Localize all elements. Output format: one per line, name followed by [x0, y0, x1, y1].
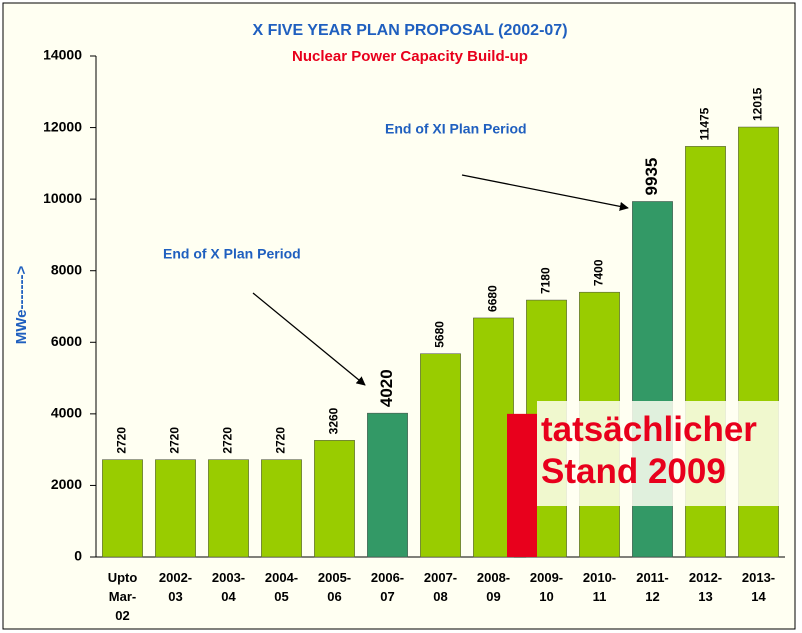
bar: [261, 459, 302, 558]
y-tick-label: 2000: [51, 476, 82, 492]
bar: [208, 459, 249, 558]
x-tick-label: 2010-11: [583, 570, 616, 604]
x-tick-label: 2006-07: [371, 570, 404, 604]
value-label: 2720: [168, 427, 182, 454]
value-label: 12015: [751, 87, 765, 121]
bar: [473, 317, 514, 558]
actual-label-box: [537, 401, 785, 506]
arrow: [252, 292, 366, 386]
value-label: 2720: [221, 427, 235, 454]
x-tick-label: 2011-12: [636, 570, 669, 604]
x-tick-label: 2004-05: [265, 570, 298, 604]
value-label: 6680: [486, 285, 500, 312]
actual-label: tatsächlicher Stand 2009: [541, 410, 757, 491]
value-label: 11475: [698, 107, 712, 140]
value-label: 5680: [433, 321, 447, 348]
annotation: End of XI Plan Period: [385, 121, 527, 137]
y-tick-label: 10000: [43, 190, 82, 206]
x-tick-label: 2007-08: [424, 570, 457, 604]
bar: [367, 412, 408, 558]
chart-subtitle: Nuclear Power Capacity Build-up: [292, 48, 528, 65]
value-label: 2720: [115, 427, 129, 454]
annotation: End of X Plan Period: [163, 246, 301, 262]
x-tick-label: 2013-14: [742, 570, 775, 604]
y-tick-label: 14000: [43, 47, 82, 63]
y-tick-label: 6000: [51, 333, 82, 349]
value-label: 9935: [642, 158, 661, 196]
value-label: 4020: [377, 369, 396, 407]
x-tick-label: 2002-03: [159, 570, 192, 604]
x-tick-label: 2005-06: [318, 570, 351, 604]
y-tick-label: 4000: [51, 405, 82, 421]
value-label: 2720: [274, 427, 288, 454]
actual-bar: [507, 413, 537, 557]
x-tick-label: 2003-04: [212, 570, 245, 604]
x-tick-label: 2008-09: [477, 570, 510, 604]
x-tick-label: 2012-13: [689, 570, 722, 604]
y-axis-label: MWe------->: [13, 266, 30, 345]
y-tick-label: 0: [74, 548, 82, 564]
value-label: 7400: [592, 259, 606, 286]
value-label: 3260: [327, 407, 341, 434]
bar: [102, 459, 143, 558]
arrow: [461, 174, 629, 211]
chart-title: X FIVE YEAR PLAN PROPOSAL (2002-07): [252, 22, 567, 39]
x-tick-label: 2009-10: [530, 570, 563, 604]
y-tick-label: 12000: [43, 118, 82, 134]
bar: [314, 440, 355, 558]
bar: [155, 459, 196, 558]
x-tick-label: Upto Mar-02: [108, 570, 138, 623]
value-label: 7180: [539, 267, 553, 294]
y-tick-label: 8000: [51, 261, 82, 277]
bar: [420, 353, 461, 558]
